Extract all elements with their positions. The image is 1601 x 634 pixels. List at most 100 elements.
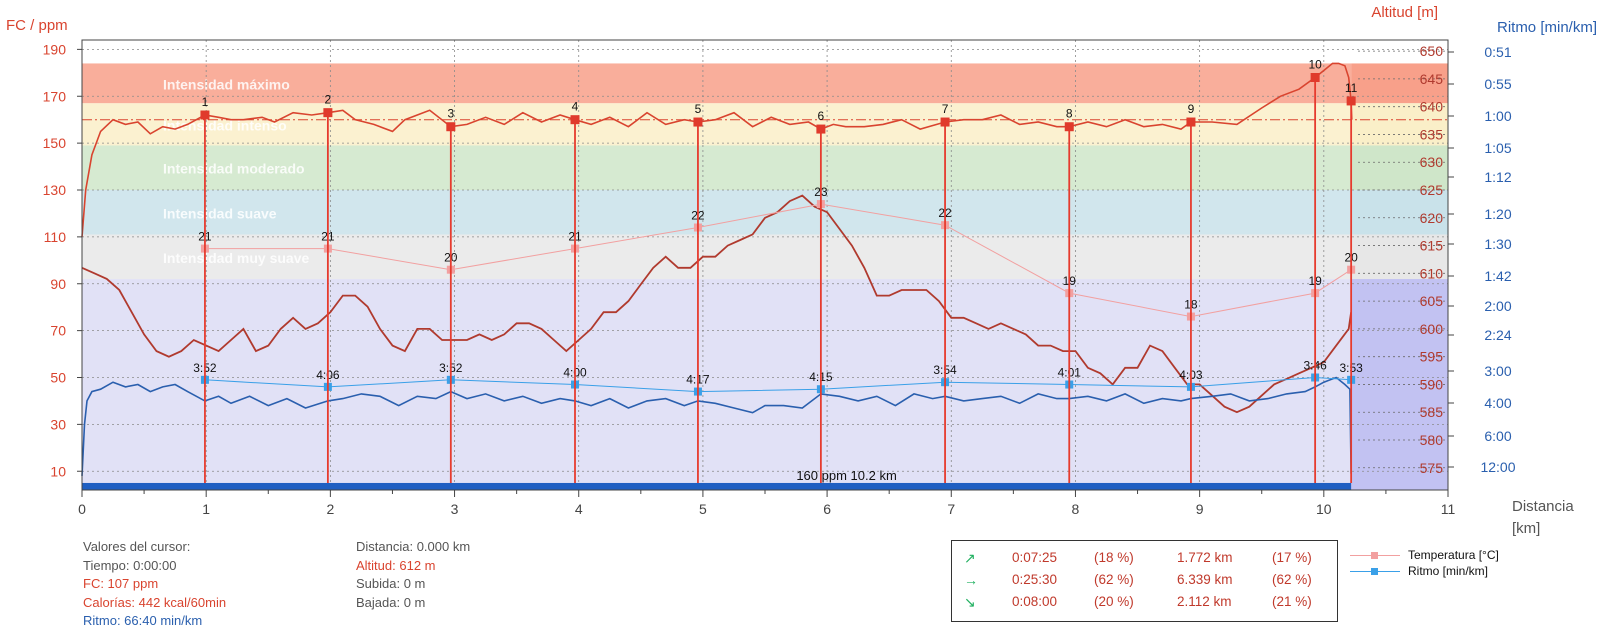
lap-markers: 1 2 3 4 5 6 7 8 9 10 11: [200, 58, 1358, 483]
axes: 0 1 2 3 4 5 6 7 8 9 10 1110305070901101301501701905…: [43, 39, 1516, 517]
y-left-tick-label: 30: [50, 416, 66, 432]
y-right-altitude-tick-label: 630: [1420, 154, 1444, 170]
stats-distance: 6.339 km: [1177, 572, 1233, 587]
y-right-pace-tick-label: 6:00: [1484, 428, 1511, 444]
bottom-bar-label: 160 ppm 10.2 km: [796, 468, 896, 483]
y-right-altitude-tick-label: 590: [1420, 376, 1444, 392]
cursor-title: Valores del cursor:: [83, 539, 191, 554]
lap-marker: [1310, 73, 1320, 82]
y-right-altitude-tick-label: 600: [1420, 321, 1444, 337]
zone-band-right: [1351, 190, 1448, 235]
lap-number-label: 3: [447, 107, 454, 121]
y-right-altitude-tick-label: 575: [1420, 460, 1444, 476]
y-right-altitude-tick-label: 635: [1420, 126, 1444, 142]
x-tick-label: 3: [451, 501, 459, 517]
y-left-tick-label: 90: [50, 276, 66, 292]
x-tick-label: 5: [699, 501, 707, 517]
x-tick-label: 10: [1316, 501, 1332, 517]
y-right-pace-tick-label: 2:24: [1484, 327, 1511, 343]
x-tick-label: 9: [1196, 501, 1204, 517]
zone-band: [82, 145, 1352, 190]
x-tick-label: 2: [326, 501, 334, 517]
bottom-bar-rect: [82, 482, 1352, 490]
lap-number-label: 8: [1066, 107, 1073, 121]
lap-marker: [446, 122, 456, 132]
stats-time: 0:07:25: [1012, 550, 1058, 565]
x-tick-label: 4: [575, 501, 583, 517]
y-right-altitude-tick-label: 620: [1420, 210, 1444, 226]
stats-distance-pct: (21 %): [1272, 594, 1312, 609]
y-right-altitude-title: Altitud [m]: [1371, 4, 1438, 21]
stats-row-flat: → 0:25:30 (62 %) 6.339 km (62 %): [952, 572, 1337, 594]
zone-label: Intensidad moderado: [163, 161, 305, 177]
y-right-pace-tick-label: 1:12: [1484, 169, 1511, 185]
downhill-arrow-icon: ↘: [964, 594, 976, 610]
cursor-calories: Calorías: 442 kcal/60min: [83, 594, 227, 610]
stats-row-uphill: ↗ 0:07:25 (18 %) 1.772 km (17 %): [952, 550, 1337, 572]
y-left-tick-label: 110: [44, 229, 67, 245]
y-right-altitude-tick-label: 650: [1420, 43, 1444, 59]
legend-marker-square-icon: [1371, 568, 1378, 575]
zone-label: Intensidad muy suave: [163, 250, 309, 266]
cursor-hr: FC: 107 ppm: [83, 576, 159, 591]
cursor-distance: Distancia: 0.000 km: [356, 539, 471, 554]
lap-number-label: 4: [572, 100, 579, 114]
y-right-pace-tick-label: 1:20: [1484, 206, 1511, 222]
y-right-pace-tick-label: 1:00: [1484, 108, 1511, 124]
lap-marker: [816, 124, 826, 134]
y-left-tick-label: 150: [43, 135, 67, 151]
y-left-tick-label: 10: [50, 463, 66, 479]
y-right-altitude-tick-label: 645: [1420, 71, 1444, 87]
zone-band: [82, 234, 1352, 280]
stats-time-pct: (20 %): [1094, 594, 1134, 609]
zone-band-right: [1351, 234, 1448, 280]
stats-distance-pct: (17 %): [1272, 550, 1312, 565]
stats-distance: 1.772 km: [1177, 550, 1233, 565]
zone-band: [82, 190, 1352, 235]
lap-number-label: 1: [202, 95, 209, 109]
y-left-tick-label: 190: [43, 41, 67, 57]
legend-label: Ritmo [min/km]: [1408, 564, 1489, 578]
y-right-altitude-tick-label: 585: [1420, 404, 1444, 420]
x-axis-unit: [km]: [1512, 520, 1541, 537]
lap-number-label: 2: [325, 93, 332, 107]
series-hr: [81, 62, 1353, 237]
lap-marker: [323, 108, 333, 118]
cursor-time: Tiempo: 0:00:00: [83, 557, 177, 573]
climb-stats-box: ↗ 0:07:25 (18 %) 1.772 km (17 %) → 0:25:…: [951, 540, 1338, 622]
legend-marker-square-icon: [1371, 552, 1378, 559]
x-tick-label: 7: [947, 501, 955, 517]
y-right-pace-tick-label: 1:42: [1484, 268, 1511, 284]
zone-label: Intensidad suave: [163, 205, 277, 221]
x-tick-label: 1: [202, 501, 210, 517]
stats-time-pct: (18 %): [1094, 550, 1134, 565]
stats-time-pct: (62 %): [1094, 572, 1134, 587]
y-right-pace-tick-label: 2:00: [1484, 298, 1511, 314]
y-right-pace-tick-label: 12:00: [1480, 459, 1515, 475]
lap-number-label: 7: [942, 102, 949, 116]
y-right-altitude-tick-label: 610: [1420, 265, 1444, 281]
lap-marker: [1186, 117, 1196, 127]
y-right-altitude-tick-label: 640: [1420, 99, 1444, 115]
y-right-altitude-tick-label: 615: [1420, 238, 1444, 254]
y-right-pace-tick-label: 0:51: [1484, 44, 1511, 60]
cursor-panel-right: Distancia: 0.000 km Altitud: 612 m Subid…: [356, 538, 470, 612]
y-left-tick-label: 70: [50, 323, 66, 339]
y-right-pace-tick-label: 1:05: [1484, 140, 1511, 156]
cursor-panel-left: Valores del cursor: Tiempo: 0:00:00 FC: …: [83, 538, 226, 631]
stats-distance: 2.112 km: [1177, 594, 1232, 609]
cursor-descent: Bajada: 0 m: [356, 594, 426, 610]
y-right-pace-tick-label: 3:00: [1484, 363, 1511, 379]
y-right-altitude-tick-label: 580: [1420, 432, 1444, 448]
x-axis-title: Distancia: [1512, 498, 1574, 515]
series-altitude: [81, 194, 1352, 414]
lap-marker: [1064, 122, 1074, 132]
y-right-altitude-tick-label: 625: [1420, 182, 1444, 198]
stats-row-downhill: ↘ 0:08:00 (20 %) 2.112 km (21 %): [952, 594, 1337, 616]
uphill-arrow-icon: ↗: [964, 550, 976, 566]
x-tick-label: 6: [823, 501, 831, 517]
y-right-altitude-tick-label: 605: [1420, 293, 1444, 309]
y-left-tick-label: 130: [43, 182, 67, 198]
x-tick-label: 11: [1441, 501, 1456, 517]
